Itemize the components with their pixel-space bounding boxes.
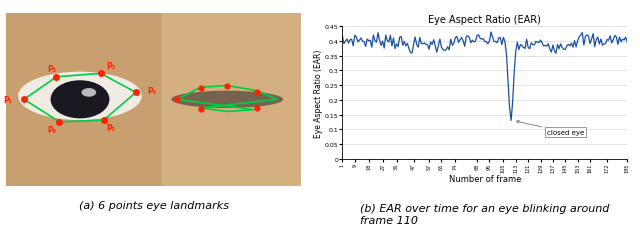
Text: (a) 6 points eye landmarks: (a) 6 points eye landmarks [79, 200, 228, 210]
Text: P₃: P₃ [106, 62, 115, 71]
Text: P₁: P₁ [3, 95, 12, 104]
Title: Eye Aspect Ratio (EAR): Eye Aspect Ratio (EAR) [428, 15, 541, 25]
Ellipse shape [51, 81, 109, 119]
Ellipse shape [172, 91, 283, 109]
Text: P₄: P₄ [148, 87, 157, 96]
FancyBboxPatch shape [6, 14, 163, 186]
Ellipse shape [18, 72, 142, 121]
Text: closed eye: closed eye [516, 121, 584, 136]
Text: P₆: P₆ [47, 126, 56, 135]
Ellipse shape [81, 89, 96, 97]
Text: P₂: P₂ [47, 65, 56, 74]
Text: (b) EAR over time for an eye blinking around
frame 110: (b) EAR over time for an eye blinking ar… [360, 203, 610, 225]
X-axis label: Number of frame: Number of frame [449, 174, 521, 183]
FancyBboxPatch shape [163, 14, 301, 186]
Y-axis label: Eye Aspect Ratio (EAR): Eye Aspect Ratio (EAR) [314, 49, 323, 137]
Text: P₅: P₅ [106, 124, 115, 133]
